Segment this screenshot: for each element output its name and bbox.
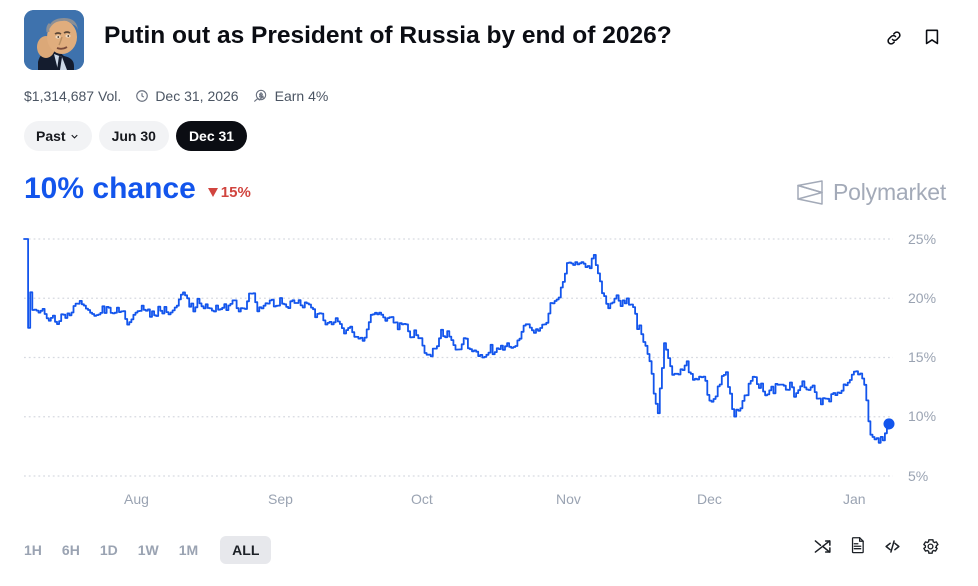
svg-text:5%: 5% — [908, 468, 928, 484]
svg-text:Jan: Jan — [843, 491, 866, 507]
svg-text:Dec: Dec — [697, 491, 722, 507]
svg-text:Aug: Aug — [124, 491, 149, 507]
svg-text:15%: 15% — [908, 349, 936, 365]
svg-text:Nov: Nov — [556, 491, 581, 507]
svg-text:25%: 25% — [908, 231, 936, 247]
svg-text:Oct: Oct — [411, 491, 433, 507]
svg-text:10%: 10% — [908, 408, 936, 424]
svg-text:Sep: Sep — [268, 491, 293, 507]
svg-text:20%: 20% — [908, 290, 936, 306]
